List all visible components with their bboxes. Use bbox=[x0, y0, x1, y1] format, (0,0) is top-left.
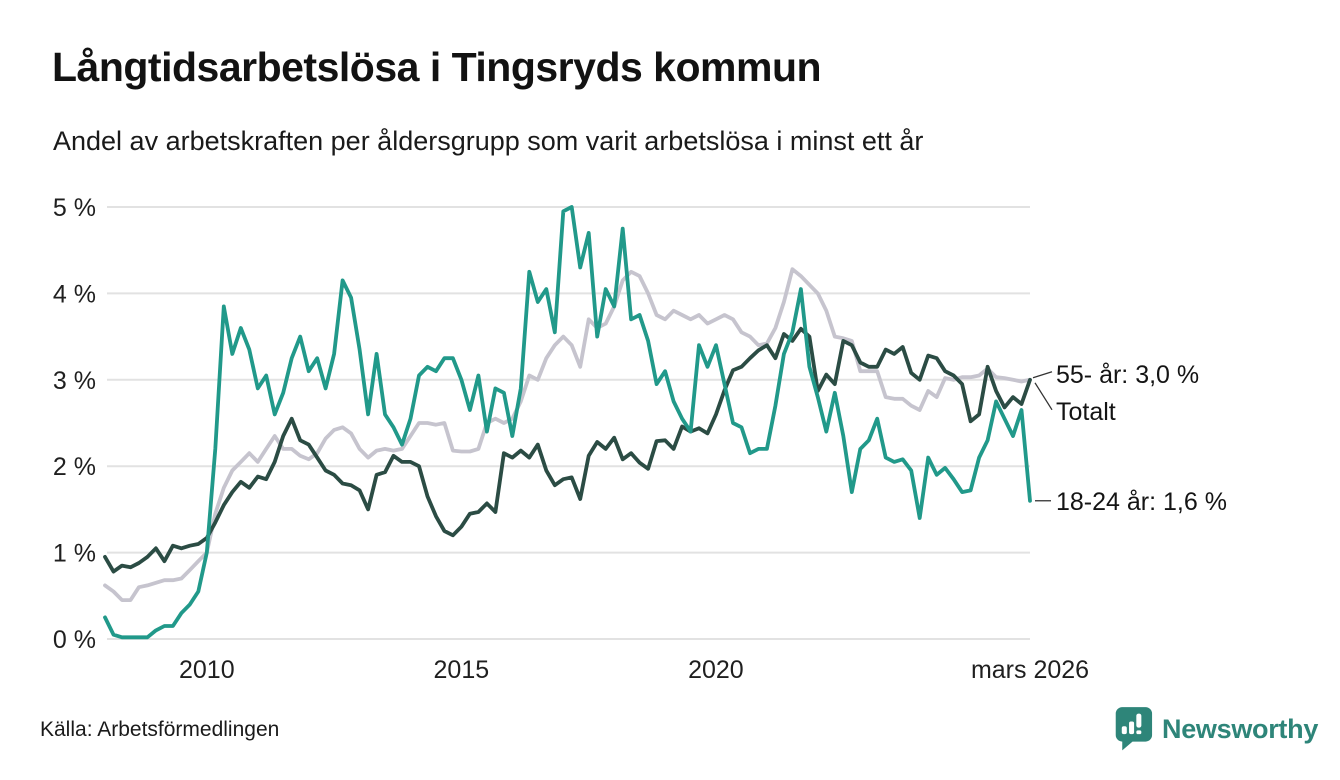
series-end-labels: 55- år: 3,0 % Totalt 18-24 år: 1,6 % bbox=[1032, 361, 1227, 516]
x-axis-labels: 2010 2015 2020 mars 2026 bbox=[179, 656, 1089, 684]
label-connector bbox=[1034, 382, 1053, 411]
end-label-totalt: Totalt bbox=[1056, 398, 1116, 426]
y-axis-labels: 0 % 1 % 2 % 3 % 4 % 5 % bbox=[53, 194, 96, 654]
newsworthy-logo: Newsworthy bbox=[1112, 706, 1318, 752]
x-tick-label: mars 2026 bbox=[971, 656, 1089, 684]
brand-name: Newsworthy bbox=[1162, 713, 1319, 744]
chart-subtitle: Andel av arbetskraften per åldersgrupp s… bbox=[53, 126, 924, 156]
series-line-55-r bbox=[103, 326, 1032, 574]
x-tick-label: 2015 bbox=[434, 656, 490, 684]
gridlines bbox=[107, 206, 1030, 640]
series-line-totalt bbox=[103, 267, 1032, 603]
newsworthy-bubble-icon bbox=[1115, 707, 1153, 751]
x-tick-label: 2010 bbox=[179, 656, 235, 684]
y-tick-label: 1 % bbox=[53, 540, 96, 568]
y-tick-label: 0 % bbox=[53, 626, 96, 654]
page-title: Långtidsarbetslösa i Tingsryds kommun bbox=[52, 44, 822, 90]
source-note: Källa: Arbetsförmedlingen bbox=[40, 718, 280, 741]
end-label-55: 55- år: 3,0 % bbox=[1056, 361, 1199, 389]
y-tick-label: 5 % bbox=[53, 194, 96, 222]
y-tick-label: 3 % bbox=[53, 367, 96, 395]
x-tick-label: 2020 bbox=[688, 656, 744, 684]
label-connector bbox=[1032, 371, 1053, 379]
series-line-18-24-r bbox=[103, 205, 1032, 640]
y-tick-label: 2 % bbox=[53, 453, 96, 481]
line-chart: 0 % 1 % 2 % 3 % 4 % 5 % 2010 2015 2020 mars 2026 5… bbox=[53, 194, 1227, 684]
end-label-18-24: 18-24 år: 1,6 % bbox=[1056, 488, 1227, 516]
y-tick-label: 4 % bbox=[53, 280, 96, 308]
